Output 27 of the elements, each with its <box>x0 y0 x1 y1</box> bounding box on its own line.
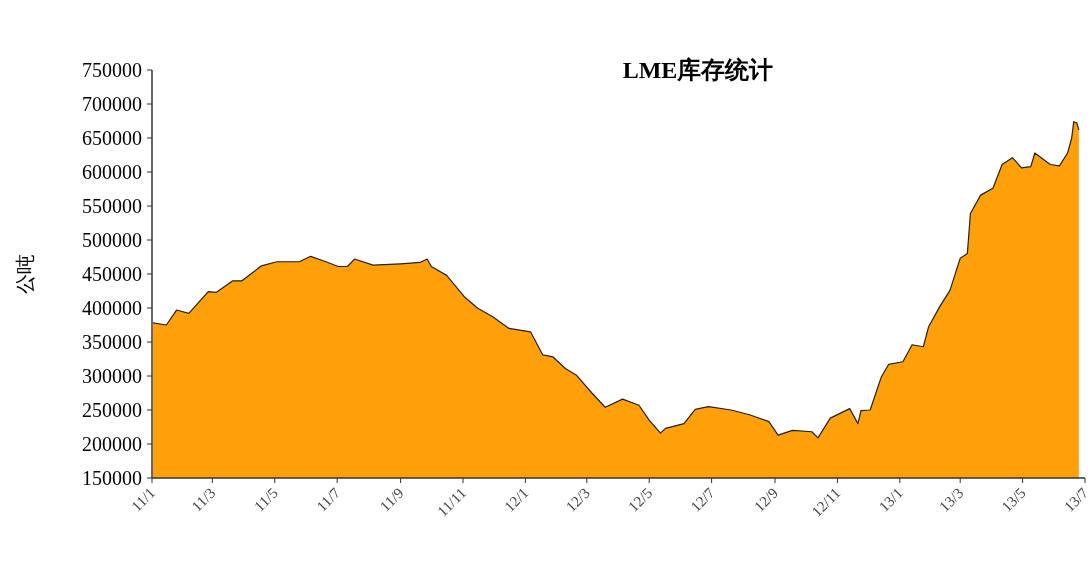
y-tick-label: 500000 <box>82 229 142 251</box>
x-tick-label: 12/3 <box>562 484 593 515</box>
y-tick-label: 400000 <box>82 297 142 319</box>
x-tick-label: 12/5 <box>625 484 656 515</box>
x-tick-label: 12/1 <box>501 484 532 515</box>
y-axis-title: 公吨 <box>14 254 36 294</box>
x-tick-label: 11/5 <box>251 484 281 515</box>
x-tick-label: 13/1 <box>875 484 906 515</box>
x-tick-label: 11/7 <box>313 484 344 515</box>
y-tick-label: 650000 <box>82 127 142 149</box>
y-tick-label: 450000 <box>82 263 142 285</box>
y-tick-label: 700000 <box>82 93 142 115</box>
x-tick-label: 13/3 <box>936 484 967 515</box>
x-tick-label: 12/7 <box>687 484 719 515</box>
y-tick-label: 350000 <box>82 331 142 353</box>
x-tick-label: 13/7 <box>1060 484 1090 515</box>
y-tick-label: 750000 <box>82 59 142 81</box>
x-tick-label: 12/9 <box>750 484 782 515</box>
y-tick-label: 550000 <box>82 195 142 217</box>
chart-title: LME库存统计 <box>622 57 774 83</box>
y-tick-label: 200000 <box>82 433 142 455</box>
x-tick-label: 11/3 <box>188 484 219 515</box>
y-tick-label: 250000 <box>82 399 142 421</box>
y-tick-label: 600000 <box>82 161 142 183</box>
x-tick-label: 11/9 <box>376 484 407 515</box>
y-tick-label: 300000 <box>82 365 142 387</box>
x-tick-label: 13/5 <box>998 484 1029 515</box>
